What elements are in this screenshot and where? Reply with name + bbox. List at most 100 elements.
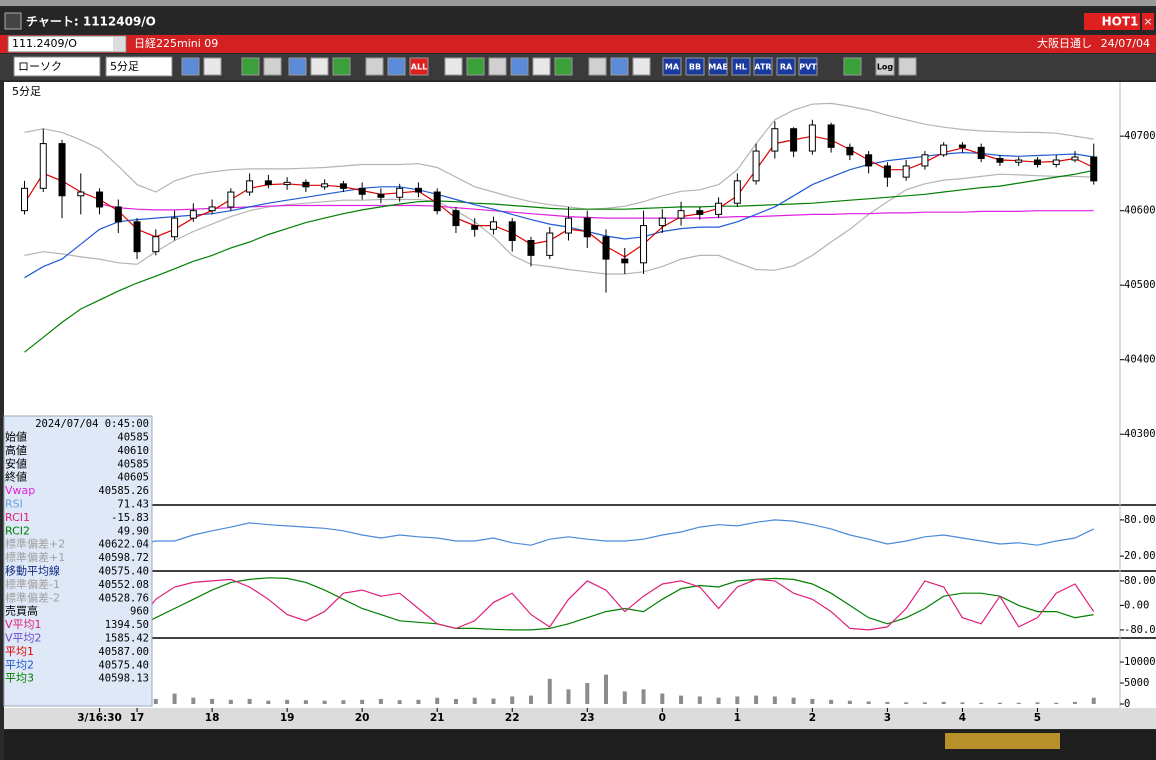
interval-select[interactable] [105,56,173,77]
window-title: チャート: 1112409/O [26,15,156,29]
interval[interactable]: 5分足 [110,60,139,73]
info-value: 40605 [117,472,149,484]
info-label: 始値 [5,430,27,444]
volume-bar [341,700,346,704]
candle-body [602,236,610,260]
tool-icon[interactable] [488,57,507,76]
info-label: Vwap [5,484,35,497]
hot-button[interactable] [1084,13,1140,30]
candle-body [114,206,122,223]
candle-body [414,187,422,193]
tool-icon[interactable] [843,57,862,76]
tool-icon[interactable] [898,57,917,76]
tool-icon[interactable] [466,57,485,76]
tool-button-label[interactable]: ATR [754,63,771,72]
tool-icon[interactable] [444,57,463,76]
series-line [24,519,1094,546]
tool-button[interactable] [875,57,895,76]
volume-bar [1054,702,1059,704]
chart-type-select[interactable] [13,56,101,77]
toolbar [0,54,1156,80]
tool-icon[interactable] [241,57,260,76]
symbol-input[interactable] [7,35,127,53]
volume-bar [1091,697,1096,704]
volume-bar [585,683,590,704]
volume-bar [1035,702,1040,704]
volume-bar [810,698,815,704]
chart-type[interactable]: ローソク [18,60,62,73]
candle-body [21,187,29,212]
close-button[interactable] [1142,13,1154,30]
tool-icon[interactable] [632,57,651,76]
x-tick-label: 19 [280,712,295,724]
tool-button-label[interactable]: BB [689,63,701,72]
symbol-code[interactable]: 111.2409/O [12,37,77,50]
tool-icon[interactable] [532,57,551,76]
candle-body [433,191,441,212]
tool-button[interactable] [731,57,751,76]
tool-button[interactable] [409,57,429,76]
volume-bar [772,696,777,704]
tool-icon[interactable] [554,57,573,76]
tool-icon[interactable] [310,57,329,76]
y-tick-label: 5000 [1124,677,1149,689]
volume-bar [491,698,496,704]
info-value: 1394.50 [105,619,149,631]
candle-body [752,150,760,182]
scroll-thumb[interactable] [945,733,1060,749]
tool-button-label[interactable]: HL [735,63,747,72]
candle-body [958,144,966,148]
x-tick-label: 0 [659,712,666,724]
tool-icon[interactable] [610,57,629,76]
close-icon[interactable]: × [1143,15,1152,28]
tool-button[interactable] [776,57,796,76]
info-label: 平均3 [5,672,34,685]
candle-body [827,124,835,148]
tool-icon[interactable] [365,57,384,76]
y-tick-label: 0 [1124,698,1130,710]
tool-icon[interactable] [387,57,406,76]
tool-button-label[interactable]: MA [665,63,680,72]
volume-bar [566,689,571,704]
hot-label[interactable]: HOT1 [1102,15,1139,29]
info-value: 40598.13 [98,673,149,685]
x-tick-label: 20 [355,712,370,724]
candle-body [771,128,779,152]
volume-bar [266,700,271,704]
tool-button[interactable] [798,57,818,76]
tool-button[interactable] [662,57,682,76]
candle-body [396,187,404,198]
tool-button-label[interactable]: RA [780,63,793,72]
tool-button-label[interactable]: PVT [799,63,817,72]
candle-body [658,217,666,227]
tool-icon[interactable] [588,57,607,76]
candle-body [189,210,197,219]
chart-area [4,82,1156,708]
x-tick-label: 17 [130,712,145,724]
tool-button[interactable] [685,57,705,76]
volume-bar [997,702,1002,704]
tool-icon[interactable] [263,57,282,76]
tool-icon[interactable] [203,57,222,76]
tool-button-label[interactable]: Log [877,63,894,72]
tool-icon[interactable] [510,57,529,76]
candle-body [283,181,291,186]
tool-button[interactable] [753,57,773,76]
candle-body [546,232,554,256]
session: 大阪日通し [1037,36,1092,50]
candle-body [77,191,85,197]
symbol-dropdown[interactable] [113,37,125,51]
tool-button[interactable] [708,57,728,76]
candle-body [583,217,591,238]
tool-button-label[interactable]: ALL [411,63,427,72]
tool-icon[interactable] [332,57,351,76]
tool-icon[interactable] [288,57,307,76]
tool-button-label[interactable]: MAE [708,63,728,72]
candle-body [452,210,460,227]
volume-bar [360,699,365,704]
volume-bar [528,695,533,704]
volume-bar [754,695,759,704]
tool-icon[interactable] [181,57,200,76]
window-edge [0,0,1156,6]
candle-body [790,128,798,152]
